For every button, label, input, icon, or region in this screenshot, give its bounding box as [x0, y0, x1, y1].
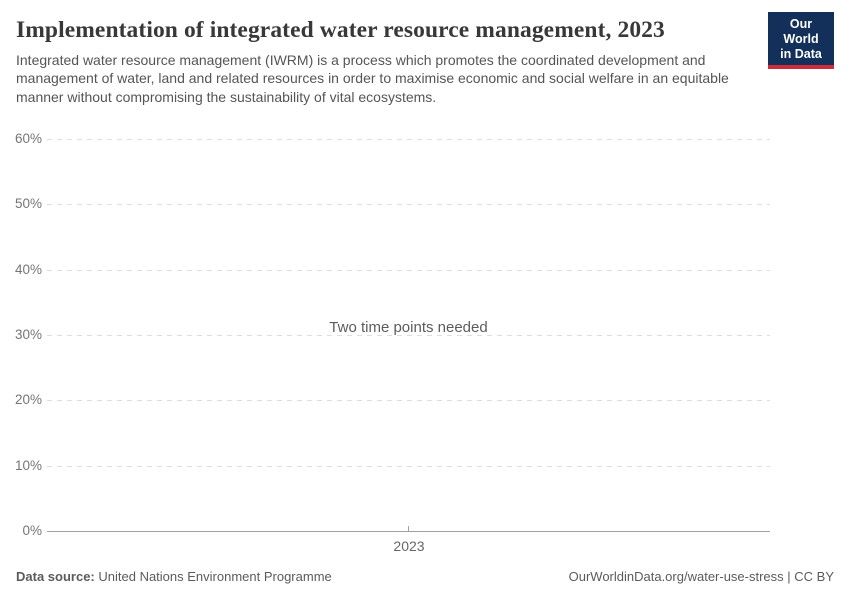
gridline	[47, 466, 770, 467]
gridline-row-20: 20%	[0, 392, 850, 408]
attribution: OurWorldinData.org/water-use-stress | CC…	[568, 569, 834, 584]
gridline	[47, 400, 770, 401]
y-axis-tick-label: 0%	[22, 523, 42, 538]
data-source: Data source: United Nations Environment …	[16, 569, 332, 584]
chart-subtitle: Integrated water resource management (IW…	[16, 52, 729, 105]
page-title: Implementation of integrated water resou…	[16, 17, 665, 43]
empty-state-message: Two time points needed	[329, 319, 488, 336]
data-source-label: Data source:	[16, 569, 95, 584]
gridline	[47, 335, 770, 336]
gridline-row-60: 60%	[0, 131, 850, 147]
data-source-value: United Nations Environment Programme	[98, 569, 332, 584]
x-axis-tick	[408, 526, 409, 531]
gridline	[47, 270, 770, 271]
y-axis-tick-label: 50%	[14, 196, 42, 211]
y-axis-tick-label: 40%	[14, 262, 42, 277]
y-axis-tick-label: 60%	[14, 131, 42, 146]
x-axis-baseline-row: 0%	[0, 523, 850, 539]
gridline	[47, 204, 770, 205]
gridline-row-10: 10%	[0, 458, 850, 474]
gridline-row-30: 30%	[0, 327, 850, 343]
gridline-row-50: 50%	[0, 196, 850, 212]
chart-footer: Data source: United Nations Environment …	[16, 569, 834, 584]
y-axis-tick-label: 10%	[14, 458, 42, 473]
gridline-row-40: 40%	[0, 262, 850, 278]
y-axis-tick-label: 30%	[14, 327, 42, 342]
owid-logo-line1: Our World	[783, 17, 819, 46]
x-axis-line	[47, 531, 770, 532]
y-axis-tick-label: 20%	[14, 392, 42, 407]
owid-logo[interactable]: Our World in Data	[768, 12, 834, 70]
owid-logo-line2: in Data	[780, 46, 822, 61]
x-axis-tick-label: 2023	[393, 538, 425, 554]
gridline	[47, 139, 770, 140]
